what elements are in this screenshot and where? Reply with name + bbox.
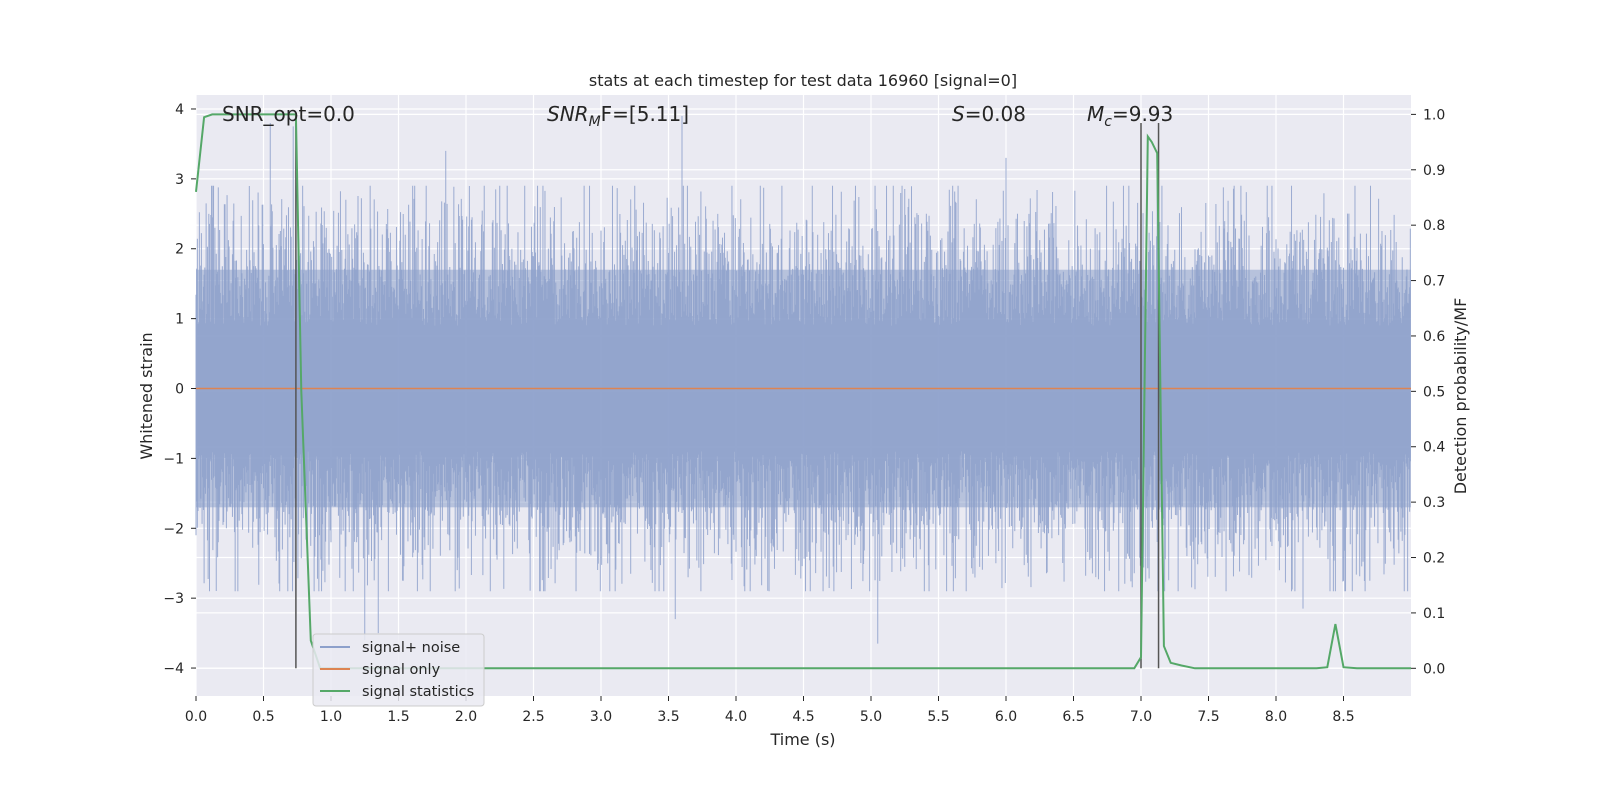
x-tick-label: 4.5 — [792, 709, 814, 725]
y-left-tick-label: 3 — [175, 172, 184, 188]
y-axis-right-ticks: 0.0 0.1 0.2 0.3 0.4 0.5 0.6 0.7 0.8 0.9 1.0 — [1411, 107, 1445, 677]
annotation-mc-value: =9.93 — [1112, 102, 1173, 126]
annotation-snr-mf-prefix: SNR — [547, 102, 589, 126]
annotation-snr-mf-suffix: F=[5.11] — [601, 102, 689, 126]
annotation-s-value: =0.08 — [965, 102, 1026, 126]
annotation-snr-mf-sub: M — [589, 114, 601, 130]
x-tick-label: 8.5 — [1332, 709, 1354, 725]
y-right-tick-label: 0.7 — [1423, 274, 1445, 290]
legend: signal+ noise signal only signal statist… — [312, 633, 485, 707]
x-tick-label: 5.5 — [927, 709, 949, 725]
y-axis-left-label: Whitened strain — [137, 332, 156, 459]
annotation-mc: Mc=9.93 — [1087, 102, 1173, 130]
x-tick-label: 0.5 — [252, 709, 274, 725]
y-left-tick-label: −3 — [163, 591, 184, 607]
legend-label-signal-statistics: signal statistics — [362, 684, 474, 700]
y-right-tick-label: 1.0 — [1423, 107, 1445, 123]
series-signal-statistics — [195, 113, 1411, 670]
chart-title: stats at each timestep for test data 169… — [589, 71, 1017, 90]
y-right-tick-label: 0.5 — [1423, 384, 1445, 400]
y-right-tick-label: 0.0 — [1423, 661, 1445, 677]
x-tick-label: 4.0 — [725, 709, 747, 725]
y-right-tick-label: 0.1 — [1423, 606, 1445, 622]
annotation-mc-sub: c — [1104, 114, 1112, 130]
x-tick-label: 2.0 — [455, 709, 477, 725]
y-axis-left-ticks: −4 −3 −2 −1 0 1 2 3 4 — [163, 102, 196, 677]
x-tick-label: 7.0 — [1130, 709, 1152, 725]
x-tick-label: 2.5 — [522, 709, 544, 725]
x-axis-label: Time (s) — [769, 730, 835, 749]
y-left-tick-label: −2 — [163, 521, 184, 537]
y-right-tick-label: 0.2 — [1423, 551, 1445, 567]
x-tick-label: 0.0 — [185, 709, 207, 725]
series-signal-statistics-line — [195, 113, 1411, 670]
annotation-s: S=0.08 — [952, 102, 1026, 126]
y-right-tick-label: 0.3 — [1423, 495, 1445, 511]
y-right-tick-label: 0.6 — [1423, 329, 1445, 345]
x-tick-label: 5.0 — [860, 709, 882, 725]
x-tick-label: 1.0 — [320, 709, 342, 725]
y-axis-right-label: Detection probability/MF — [1451, 298, 1470, 495]
y-right-tick-label: 0.4 — [1423, 440, 1445, 456]
x-axis-ticks: 0.0 0.5 1.0 1.5 2.0 2.5 3.0 3.5 4.0 4.5 5.0 5.5 6.0 6… — [185, 696, 1355, 725]
y-left-tick-label: 2 — [175, 242, 184, 258]
annotation-snr-opt: SNR_opt=0.0 — [222, 102, 355, 126]
annotation-s-italic: S — [952, 102, 965, 126]
x-tick-label: 3.0 — [590, 709, 612, 725]
legend-label-signal-noise: signal+ noise — [362, 640, 460, 656]
y-left-tick-label: 1 — [175, 312, 184, 328]
x-tick-label: 8.0 — [1265, 709, 1287, 725]
annotation-snr-mf: SNRMF=[5.11] — [547, 102, 689, 130]
x-tick-label: 7.5 — [1197, 709, 1219, 725]
annotation-mc-base: M — [1087, 102, 1104, 126]
legend-label-signal-only: signal only — [362, 662, 441, 678]
y-left-tick-label: 4 — [175, 102, 184, 118]
y-right-tick-label: 0.8 — [1423, 218, 1445, 234]
y-left-tick-label: −4 — [163, 661, 184, 677]
x-tick-label: 1.5 — [387, 709, 409, 725]
x-tick-label: 3.5 — [657, 709, 679, 725]
y-right-tick-label: 0.9 — [1423, 163, 1445, 179]
x-tick-label: 6.0 — [995, 709, 1017, 725]
legend-box — [312, 633, 485, 707]
x-tick-label: 6.5 — [1062, 709, 1084, 725]
y-left-tick-label: −1 — [163, 451, 184, 467]
y-left-tick-label: 0 — [175, 382, 184, 398]
